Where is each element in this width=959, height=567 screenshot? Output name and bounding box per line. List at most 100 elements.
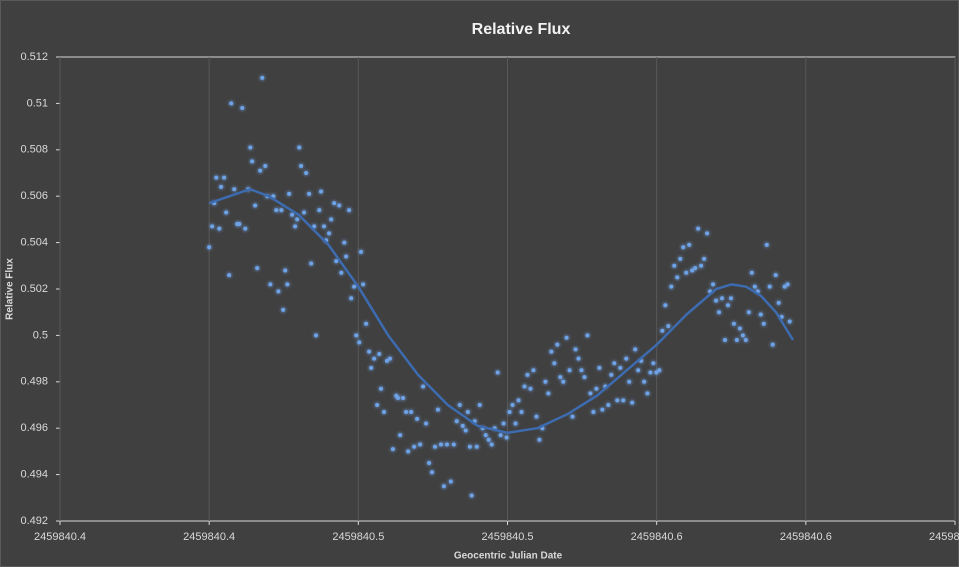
x-tick-label: 2459840.7 [929, 531, 959, 543]
point [573, 347, 578, 352]
point [398, 433, 403, 438]
point [714, 298, 719, 303]
point [507, 409, 512, 414]
point [564, 335, 569, 340]
point [319, 189, 324, 194]
point [534, 414, 539, 419]
point [510, 403, 515, 407]
point [711, 282, 716, 287]
point [612, 361, 617, 366]
point [219, 184, 224, 189]
point [734, 338, 739, 343]
trendline [208, 187, 795, 435]
point [513, 421, 518, 426]
point [258, 168, 263, 173]
point [406, 449, 411, 454]
point [224, 210, 229, 215]
point [522, 384, 527, 389]
point [424, 421, 429, 426]
point [561, 379, 566, 384]
point [621, 398, 626, 403]
point [722, 338, 727, 343]
point [390, 447, 395, 452]
point [725, 303, 730, 308]
y-tick-label: 0.494 [20, 469, 48, 481]
point [576, 356, 581, 361]
point [379, 386, 384, 391]
point [702, 256, 707, 261]
y-tick-label: 0.512 [20, 51, 48, 63]
point [504, 435, 509, 440]
point [525, 372, 530, 377]
point [463, 428, 468, 433]
point [642, 379, 647, 384]
point [681, 245, 686, 250]
point [501, 421, 506, 426]
point [369, 365, 374, 370]
point [776, 300, 781, 305]
point [615, 398, 620, 403]
x-tick-label: 2459840.4 [34, 531, 86, 543]
point [451, 442, 456, 447]
point [349, 296, 354, 301]
point [302, 210, 307, 215]
point [381, 409, 386, 414]
point [352, 284, 357, 289]
point [214, 175, 219, 180]
point [519, 409, 524, 414]
y-tick-label: 0.504 [20, 237, 48, 249]
point [359, 249, 364, 254]
point [421, 384, 426, 389]
point [460, 423, 465, 428]
x-tick-label: 2459840.5 [482, 531, 534, 543]
point [728, 296, 733, 301]
point [227, 273, 232, 278]
point [344, 254, 349, 259]
point [281, 307, 286, 312]
point [495, 370, 500, 375]
point [767, 284, 772, 289]
point [627, 379, 632, 384]
point [552, 361, 557, 366]
point [415, 416, 420, 421]
point [743, 338, 748, 343]
point [549, 349, 554, 354]
point [469, 493, 474, 498]
point [761, 321, 766, 326]
point [304, 171, 309, 175]
point [243, 226, 248, 231]
point [528, 386, 533, 391]
point [498, 433, 503, 438]
point [418, 442, 423, 447]
point [435, 407, 440, 412]
x-axis-title: Geocentric Julian Date [454, 551, 563, 562]
point [396, 396, 401, 401]
y-tick-label: 0.496 [20, 422, 48, 434]
point [285, 282, 290, 287]
point [361, 282, 366, 287]
point [600, 407, 605, 412]
point [327, 231, 332, 236]
point [749, 270, 754, 275]
point [276, 289, 281, 294]
x-tick-label: 2459840.6 [780, 531, 832, 543]
point [217, 226, 222, 231]
point [364, 321, 369, 326]
y-tick-label: 0.506 [20, 190, 48, 202]
point [404, 409, 409, 414]
point [377, 351, 382, 356]
point [477, 403, 482, 407]
point [746, 310, 751, 315]
y-tick-label: 0.492 [20, 515, 48, 527]
point [672, 263, 677, 268]
point [295, 217, 300, 222]
point [546, 391, 551, 396]
point [486, 437, 491, 442]
point [594, 386, 599, 391]
point [293, 224, 298, 229]
point [537, 437, 542, 442]
y-tick-label: 0.508 [20, 144, 48, 156]
point [372, 356, 377, 361]
x-tick-label: 2459840.4 [183, 531, 235, 543]
point [375, 403, 380, 407]
